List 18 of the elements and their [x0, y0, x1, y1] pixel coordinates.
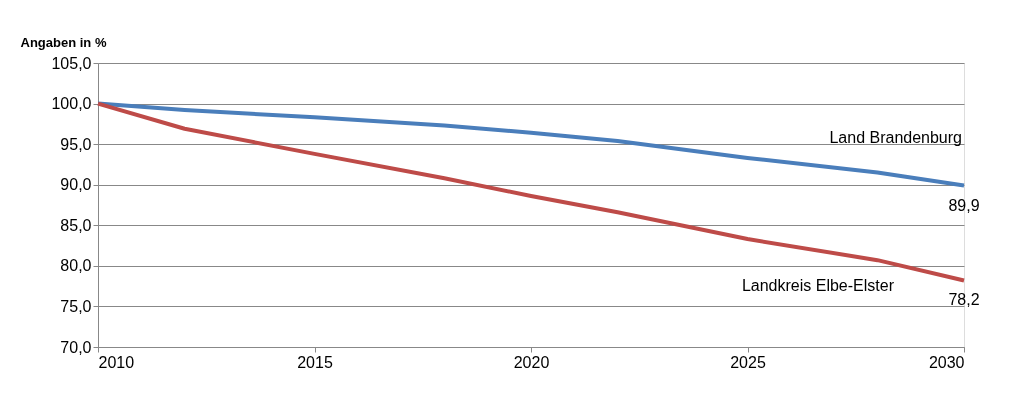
x-tick-label: 2025: [730, 353, 766, 371]
x-tick-label: 2030: [928, 353, 965, 371]
x-tick-label: 2015: [297, 353, 333, 371]
data-label: 78,2: [948, 291, 980, 309]
data-label: 89,9: [948, 196, 980, 214]
y-tick-label: 85,0: [60, 216, 92, 234]
y-tick-label: 75,0: [60, 297, 92, 315]
series-label: Landkreis Elbe-Elster: [741, 277, 895, 295]
series-label: Land Brandenburg: [829, 128, 962, 146]
y-tick-label: 95,0: [60, 135, 92, 153]
x-tick-label: 2010: [98, 353, 135, 371]
y-tick-label: 70,0: [60, 338, 92, 356]
y-axis-title: Angaben in %: [20, 34, 107, 50]
y-tick-label: 80,0: [60, 257, 92, 275]
x-tick-label: 2020: [513, 353, 550, 371]
y-tick-label: 90,0: [60, 176, 92, 194]
y-tick-label: 105,0: [51, 54, 92, 72]
y-tick-label: 100,0: [51, 95, 92, 113]
